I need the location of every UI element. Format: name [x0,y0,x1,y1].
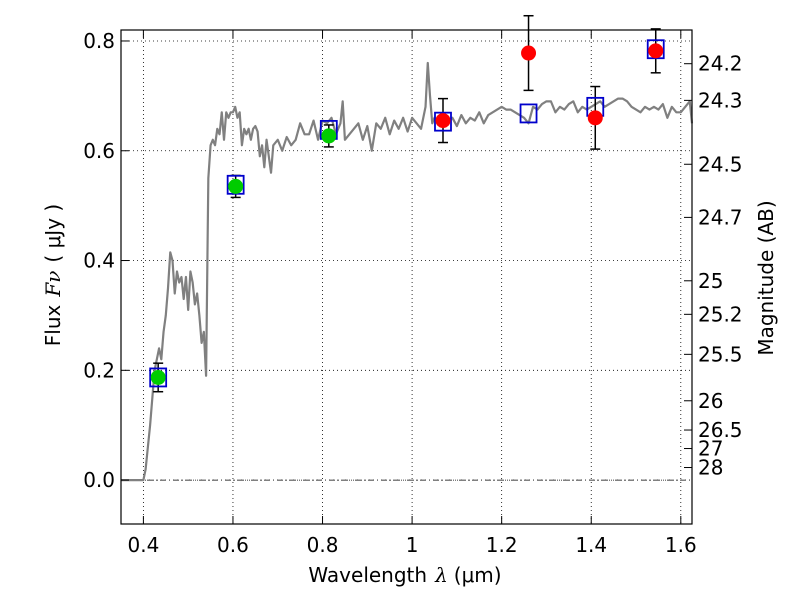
model-photometry-square [519,103,538,124]
x-tick-label: 0.8 [307,533,339,557]
x-tick-label: 0.4 [127,533,159,557]
y-tick-label: 0.6 [83,139,115,163]
x-axis-label-symbol: λ [434,563,448,587]
optical-photometry-point [150,369,166,385]
magnitude-tick-label: 25 [698,269,723,293]
y-tick-label: 0.2 [83,358,115,382]
y2-axis-label: Magnitude (AB) [754,200,778,355]
y-axis-label: Flux Fν ( μJy ) [41,204,65,346]
x-tick-label: 1.2 [486,533,518,557]
magnitude-tick-label: 24.3 [698,88,743,112]
plot-frame [120,29,693,525]
nir-photometry-point [435,113,451,129]
y-tick-label: 0.0 [83,468,115,492]
error-bars [153,14,661,393]
magnitude-tick-label: 25.2 [698,302,743,326]
x-tick-label: 1.6 [665,533,697,557]
magnitude-tick-label: 24.5 [698,152,743,176]
y-tick-label: 0.4 [83,249,115,273]
magnitude-tick-label: 24.7 [698,205,743,229]
x-axis-label: Wavelength λ (μm) [308,563,501,587]
magnitude-tick-label: 24.2 [698,52,743,76]
nir-photometry-point [587,110,603,126]
model-photometry-square [434,111,452,132]
magnitude-tick-label: 27 [698,437,723,461]
optical-photometry-point [228,178,244,194]
x-tick-label: 1 [406,533,419,557]
magnitude-tick-label: 25.5 [698,342,743,366]
magnitude-tick-label: 26.5 [698,418,743,442]
magnitude-tick-label: 28 [698,456,723,480]
x-axis-label-unit: (μm) [454,563,502,587]
y-axis-label-unit: ( μJy ) [41,204,65,263]
model-spectrum-line [121,61,694,482]
nir-photometry-point [521,45,537,61]
y-axis-label-symbol: Fν [41,271,65,298]
nir-photometry-point [648,43,664,59]
x-tick-label: 1.4 [575,533,607,557]
optical-photometry-point [321,128,337,144]
x-tick-label: 0.6 [217,533,249,557]
y-tick-label: 0.8 [83,29,115,53]
data-markers [149,39,665,388]
x-ticks: 0.4 0.6 0.8 1 1.2 1.4 1.6 [127,30,697,557]
magnitude-tick-label: 26 [698,389,723,413]
y-axis-label-prefix: Flux [41,304,65,346]
x-axis-label-prefix: Wavelength [308,563,427,587]
y-ticks: 0.0 0.2 0.4 0.6 0.8 [83,29,129,492]
model-spectrum-group [121,61,694,482]
model-photometry-square [149,367,168,388]
